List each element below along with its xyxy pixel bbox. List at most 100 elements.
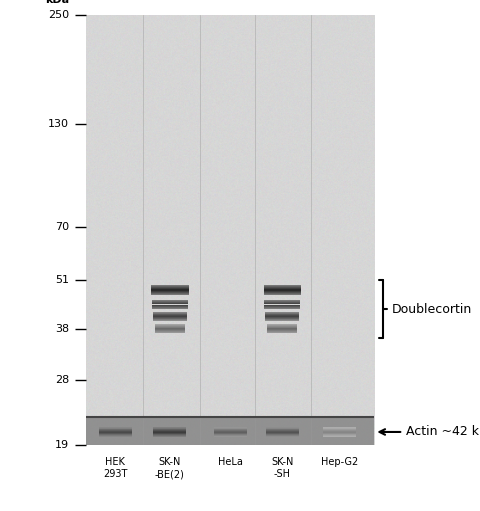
Text: 51: 51	[55, 275, 69, 285]
Text: kDa: kDa	[45, 0, 69, 5]
Bar	[214, 435, 247, 436]
Bar	[266, 434, 299, 435]
Bar	[266, 435, 299, 436]
Bar	[154, 435, 186, 436]
Bar	[214, 430, 247, 431]
Bar	[266, 435, 299, 436]
Bar	[214, 434, 247, 435]
Bar	[154, 429, 186, 430]
Bar	[324, 433, 356, 434]
Bar	[214, 434, 247, 435]
Bar	[266, 430, 299, 431]
Bar	[324, 432, 356, 433]
Bar	[99, 432, 132, 433]
Bar	[324, 436, 356, 437]
Bar	[99, 429, 132, 430]
Text: Actin ~42 kDa: Actin ~42 kDa	[406, 426, 480, 438]
Bar	[324, 428, 356, 429]
Bar	[214, 433, 247, 434]
Bar	[214, 429, 247, 430]
Text: SK-N
-SH: SK-N -SH	[271, 457, 293, 479]
Bar	[266, 430, 299, 431]
Bar	[214, 431, 247, 432]
Bar	[86, 417, 374, 447]
Text: 70: 70	[55, 222, 69, 233]
Bar	[266, 428, 299, 429]
Bar	[99, 436, 132, 437]
Text: Hep-G2: Hep-G2	[321, 457, 359, 468]
Bar	[266, 436, 299, 437]
Text: Doublecortin: Doublecortin	[392, 303, 472, 316]
Text: 130: 130	[48, 119, 69, 129]
Bar	[324, 431, 356, 432]
Bar	[324, 433, 356, 434]
Bar	[154, 436, 186, 437]
Bar	[99, 435, 132, 436]
Text: 28: 28	[55, 375, 69, 385]
Bar	[154, 430, 186, 431]
Bar	[99, 435, 132, 436]
Bar	[99, 430, 132, 431]
Bar	[154, 432, 186, 433]
Bar	[214, 436, 247, 437]
Bar	[99, 434, 132, 435]
Bar	[324, 434, 356, 435]
Bar	[324, 428, 356, 429]
Bar	[99, 433, 132, 434]
Bar	[214, 432, 247, 433]
Bar	[154, 430, 186, 431]
Bar	[154, 432, 186, 433]
Bar	[324, 435, 356, 436]
Bar	[214, 430, 247, 431]
Text: 38: 38	[55, 324, 69, 334]
Bar	[266, 433, 299, 434]
Bar	[154, 433, 186, 434]
Bar	[266, 432, 299, 433]
Bar	[266, 434, 299, 435]
Bar	[324, 434, 356, 435]
Bar	[266, 432, 299, 433]
Bar	[266, 427, 299, 428]
Bar	[99, 428, 132, 429]
Bar	[154, 431, 186, 432]
Bar	[324, 429, 356, 430]
Text: 19: 19	[55, 439, 69, 450]
Text: 250: 250	[48, 10, 69, 20]
Text: SK-N
-BE(2): SK-N -BE(2)	[155, 457, 185, 479]
Bar	[214, 431, 247, 432]
Bar	[154, 433, 186, 434]
Bar	[324, 435, 356, 436]
Bar	[154, 435, 186, 436]
Text: HEK
293T: HEK 293T	[103, 457, 127, 479]
Bar	[324, 432, 356, 433]
Bar	[324, 431, 356, 432]
Bar	[99, 433, 132, 434]
Bar	[154, 428, 186, 429]
Bar	[266, 431, 299, 432]
Bar	[266, 428, 299, 429]
Bar	[99, 427, 132, 428]
Bar	[214, 427, 247, 428]
Bar	[99, 430, 132, 431]
Bar	[266, 433, 299, 434]
Bar	[214, 428, 247, 429]
Bar	[324, 430, 356, 431]
Bar	[99, 432, 132, 433]
Bar	[214, 433, 247, 434]
Bar	[154, 434, 186, 435]
Bar	[99, 431, 132, 432]
Bar	[154, 431, 186, 432]
Bar	[266, 431, 299, 432]
Bar	[324, 430, 356, 431]
Bar	[214, 435, 247, 436]
Bar	[324, 427, 356, 428]
Bar	[214, 432, 247, 433]
Bar	[99, 428, 132, 429]
Bar	[154, 427, 186, 428]
Bar	[266, 429, 299, 430]
Bar	[214, 428, 247, 429]
Bar	[154, 428, 186, 429]
Bar	[99, 431, 132, 432]
Bar	[99, 434, 132, 435]
Bar	[154, 434, 186, 435]
